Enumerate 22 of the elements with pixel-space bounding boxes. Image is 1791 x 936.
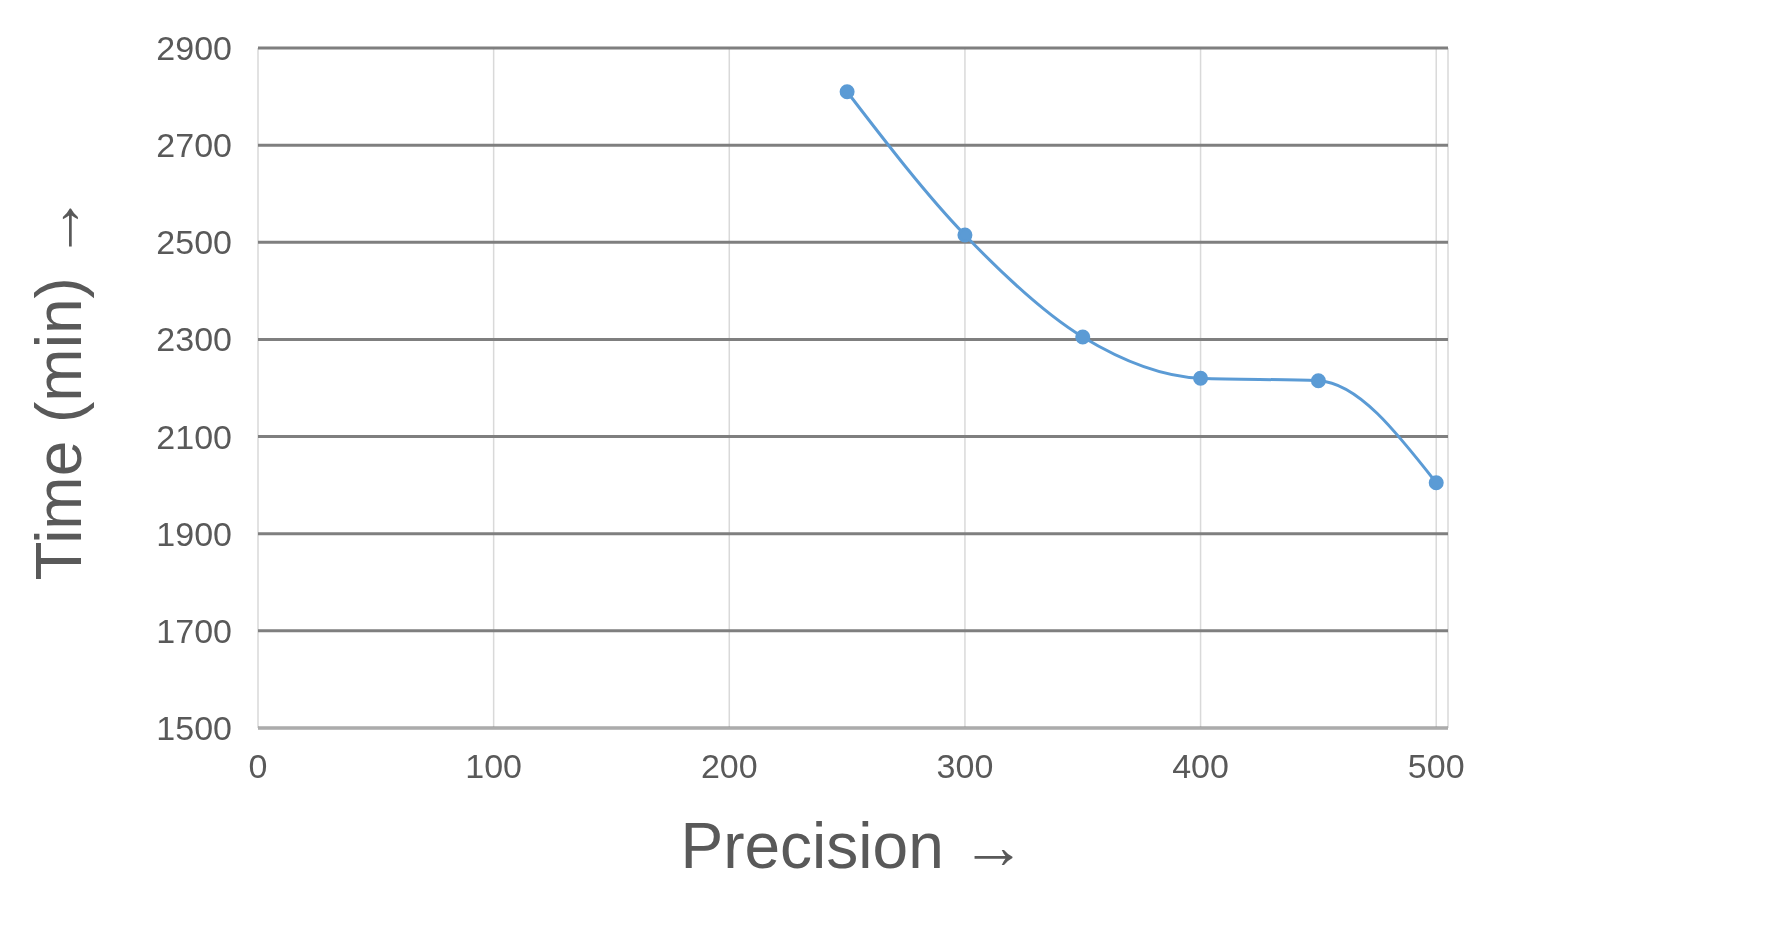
point [1075, 329, 1091, 345]
y-tick-label: 1900 [156, 514, 232, 553]
y-tick-label: 2900 [156, 29, 232, 68]
point [1193, 370, 1209, 386]
y-tick-label: 2500 [156, 223, 232, 262]
x-tick-label: 100 [465, 747, 523, 786]
point [1428, 475, 1444, 491]
x-tick-label: 400 [1172, 747, 1229, 786]
x-tick-label: 0 [248, 747, 268, 786]
y-tick-label: 1500 [156, 709, 232, 748]
y-axis-title: Time (min) → [22, 195, 95, 581]
x-tick-label: 300 [936, 747, 994, 786]
x-tick-label: 500 [1407, 747, 1465, 786]
y-tick-label: 2100 [156, 417, 232, 456]
y-tick-label: 2300 [156, 320, 232, 359]
point [1310, 373, 1326, 389]
x-axis-title: Precision → [680, 810, 1026, 882]
point [957, 227, 973, 243]
x-tick-label: 200 [700, 747, 758, 786]
y-tick-label: 1700 [156, 611, 232, 650]
y-tick-label: 2700 [156, 126, 232, 165]
point [839, 84, 855, 100]
